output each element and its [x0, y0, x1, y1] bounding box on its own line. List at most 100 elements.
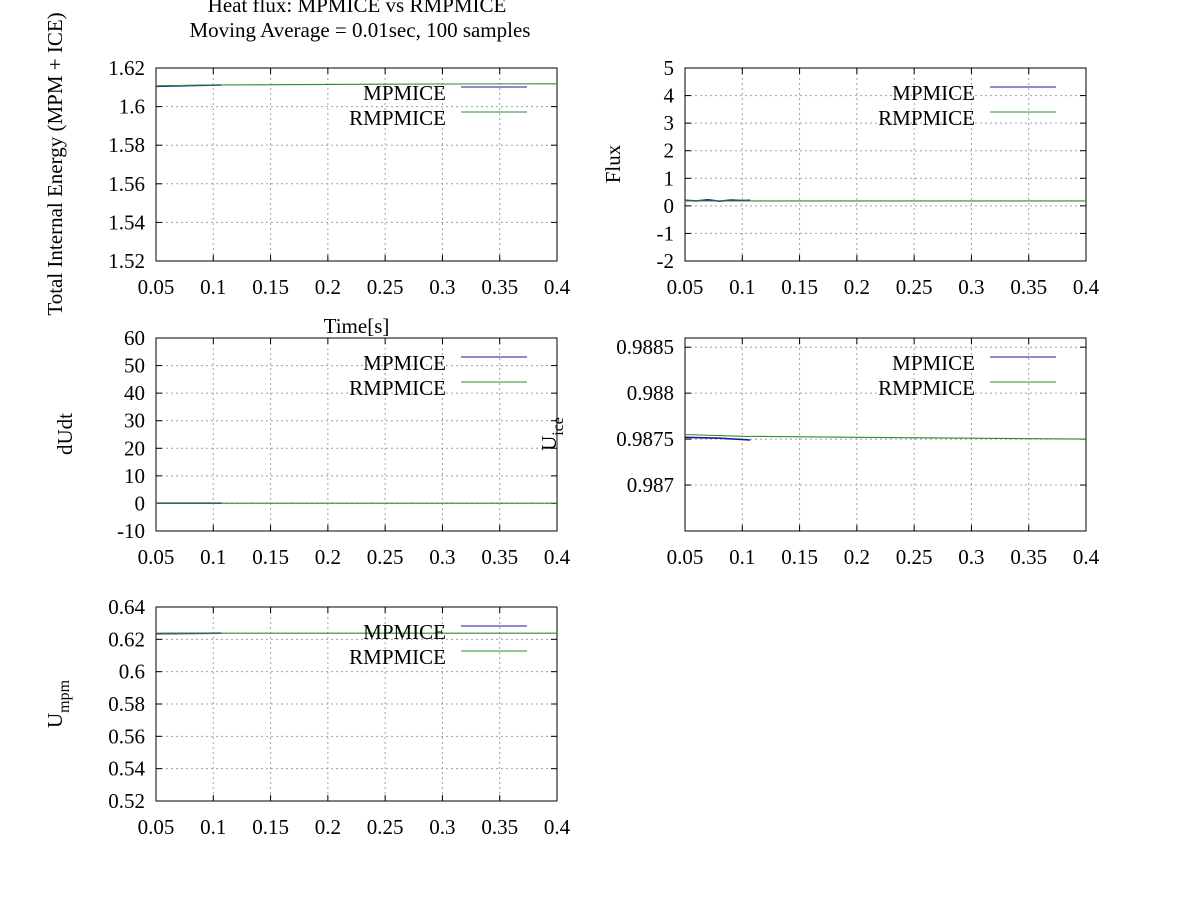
- x-tick-label: 0.2: [315, 275, 341, 299]
- x-tick-label: 0.35: [1010, 545, 1047, 569]
- x-tick-label: 0.3: [429, 815, 455, 839]
- x-tick-label: 0.3: [958, 545, 984, 569]
- y-tick-label: 1: [664, 166, 675, 190]
- x-tick-label: 0.1: [200, 545, 226, 569]
- y-tick-label: 0.9885: [616, 335, 674, 359]
- figure-subtitle: Moving Average = 0.01sec, 100 samples: [190, 18, 531, 42]
- x-tick-label: 0.05: [138, 545, 175, 569]
- y-tick-label: 30: [124, 409, 145, 433]
- x-tick-label: 0.1: [200, 275, 226, 299]
- y-tick-label: 20: [124, 436, 145, 460]
- x-tick-label: 0.05: [667, 545, 704, 569]
- x-tick-label: 0.25: [896, 545, 933, 569]
- energy-panel: 0.05 0.1 0.15 0.2 0.25 0.3 0.35 0.4 1.52 1.54 1.56…: [43, 12, 571, 338]
- y-tick-label: 40: [124, 381, 145, 405]
- legend-label: MPMICE: [363, 81, 446, 105]
- y-tick-label: -1: [657, 221, 675, 245]
- y-tick-label: 1.6: [119, 95, 145, 119]
- y-tick-label: 0.988: [627, 381, 674, 405]
- uice-panel: 0.05 0.1 0.15 0.2 0.25 0.3 0.35 0.4 0.987 0.9875 0…: [537, 335, 1100, 569]
- x-tick-label: 0.2: [844, 275, 870, 299]
- x-tick-label: 0.2: [315, 545, 341, 569]
- y-tick-label: -2: [657, 249, 675, 273]
- x-tick-label: 0.4: [544, 815, 571, 839]
- y-axis-label-text: U: [43, 713, 67, 728]
- y-tick-label: 0: [664, 194, 675, 218]
- series-line-rmpmice: [684, 433, 1087, 440]
- x-tick-label: 0.15: [252, 275, 289, 299]
- x-tick-label: 0.2: [844, 545, 870, 569]
- y-axis-label-subscript: mpm: [56, 679, 73, 712]
- y-axis-label: Uice: [537, 417, 567, 451]
- y-tick-label: 0.56: [108, 724, 145, 748]
- plot-frame: [684, 67, 1087, 262]
- flux-panel: 0.05 0.1 0.15 0.2 0.25 0.3 0.35 0.4 -2 -1 0 1 2 3 4 5 MP…: [601, 56, 1100, 299]
- dudt-panel: 0.05 0.1 0.15 0.2 0.25 0.3 0.35 0.4 -10 0 10 20 30 40…: [53, 326, 571, 569]
- legend-label: MPMICE: [892, 81, 975, 105]
- plot-frame: [155, 337, 558, 532]
- x-tick-label: 0.25: [896, 275, 933, 299]
- plot-frame: [155, 606, 558, 802]
- y-tick-label: 1.62: [108, 56, 145, 80]
- plot-frame: [684, 337, 1087, 532]
- x-tick-label: 0.4: [544, 545, 571, 569]
- umpm-panel: 0.05 0.1 0.15 0.2 0.25 0.3 0.35 0.4 0.52 0.54 0.56…: [43, 595, 571, 839]
- y-tick-label: 1.52: [108, 249, 145, 273]
- y-tick-label: -10: [117, 519, 145, 543]
- y-tick-label: 5: [664, 56, 675, 80]
- x-tick-label: 0.3: [429, 545, 455, 569]
- legend-label: RMPMICE: [878, 376, 975, 400]
- legend-label: MPMICE: [363, 351, 446, 375]
- legend-label: MPMICE: [892, 351, 975, 375]
- y-tick-label: 0.6: [119, 660, 145, 684]
- y-axis-label: Total Internal Energy (MPM + ICE): [43, 12, 67, 315]
- x-tick-label: 0.2: [315, 815, 341, 839]
- x-tick-label: 0.35: [481, 545, 518, 569]
- y-tick-label: 0.52: [108, 789, 145, 813]
- x-tick-label: 0.15: [252, 815, 289, 839]
- y-tick-label: 0.58: [108, 692, 145, 716]
- x-tick-label: 0.25: [367, 815, 404, 839]
- y-tick-label: 3: [664, 111, 675, 135]
- x-tick-label: 0.05: [138, 815, 175, 839]
- x-tick-label: 0.4: [544, 275, 571, 299]
- y-tick-label: 0.9875: [616, 427, 674, 451]
- series-line-mpmice: [684, 436, 751, 441]
- x-tick-label: 0.05: [138, 275, 175, 299]
- x-axis-label: Time[s]: [324, 314, 390, 338]
- y-axis-label-text: Total Internal Energy (MPM + ICE): [43, 12, 67, 315]
- x-tick-label: 0.25: [367, 275, 404, 299]
- y-axis-label: dUdt: [53, 413, 77, 455]
- y-tick-label: 1.56: [108, 172, 145, 196]
- x-tick-label: 0.15: [781, 275, 818, 299]
- y-axis-label-text: dUdt: [53, 413, 77, 455]
- legend-label: RMPMICE: [878, 106, 975, 130]
- x-tick-label: 0.3: [429, 275, 455, 299]
- x-tick-label: 0.4: [1073, 275, 1100, 299]
- y-tick-label: 2: [664, 139, 675, 163]
- y-tick-label: 0.987: [627, 473, 674, 497]
- legend-label: RMPMICE: [349, 106, 446, 130]
- x-tick-label: 0.35: [481, 275, 518, 299]
- figure-title: Heat flux: MPMICE vs RMPMICE: [208, 0, 507, 17]
- x-tick-label: 0.35: [1010, 275, 1047, 299]
- x-tick-label: 0.15: [252, 545, 289, 569]
- y-tick-label: 0: [135, 491, 146, 515]
- y-tick-label: 1.58: [108, 133, 145, 157]
- y-tick-label: 50: [124, 354, 145, 378]
- x-tick-label: 0.1: [729, 275, 755, 299]
- x-tick-label: 0.3: [958, 275, 984, 299]
- x-tick-label: 0.4: [1073, 545, 1100, 569]
- plot-frame: [155, 67, 558, 262]
- y-tick-label: 0.62: [108, 627, 145, 651]
- y-tick-label: 1.54: [108, 210, 145, 234]
- x-tick-label: 0.1: [200, 815, 226, 839]
- y-axis-label: Flux: [601, 144, 625, 183]
- y-tick-label: 0.54: [108, 757, 145, 781]
- y-axis-label: Umpm: [43, 679, 73, 728]
- x-tick-label: 0.1: [729, 545, 755, 569]
- legend-label: MPMICE: [363, 620, 446, 644]
- x-tick-label: 0.05: [667, 275, 704, 299]
- legend-label: RMPMICE: [349, 645, 446, 669]
